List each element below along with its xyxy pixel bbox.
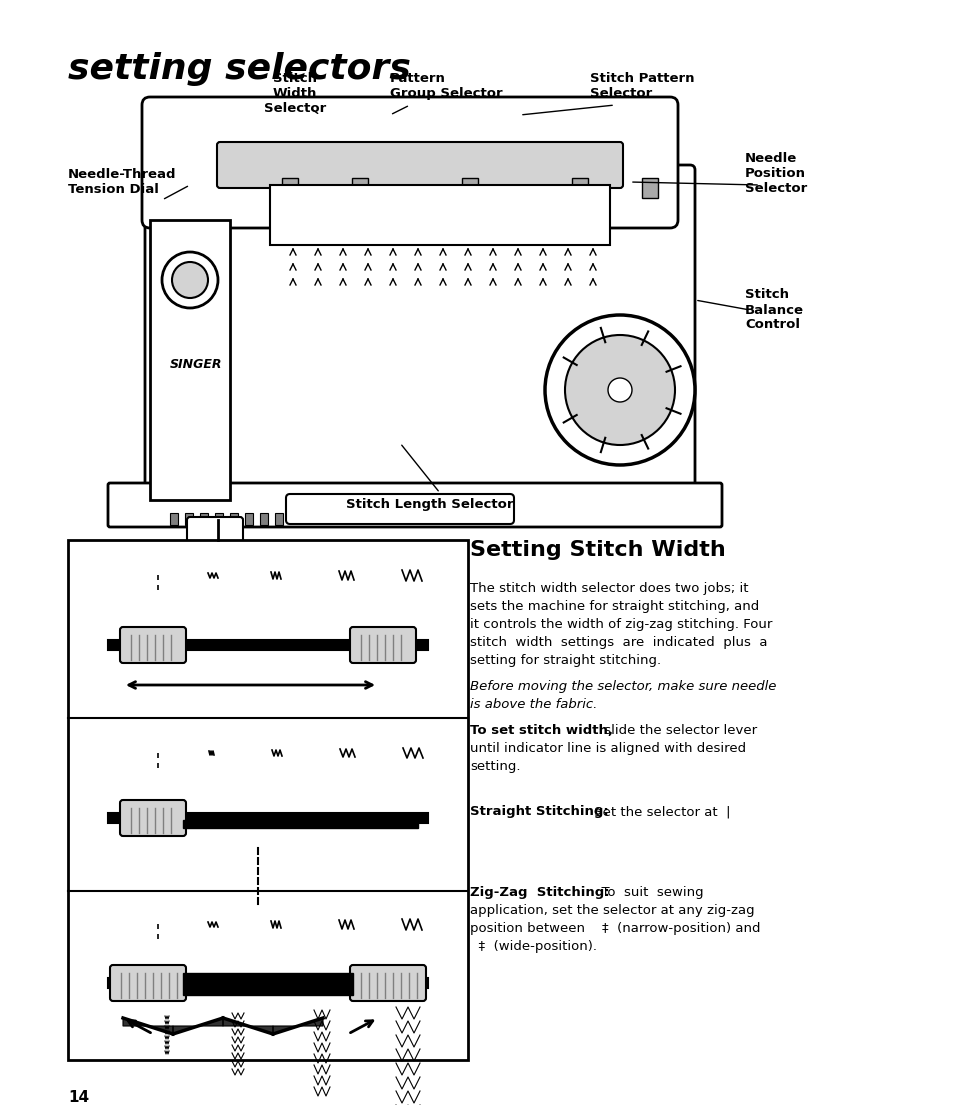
Text: Setting Stitch Width: Setting Stitch Width	[470, 540, 725, 560]
Text: Zig-Zag  Stitching:: Zig-Zag Stitching:	[470, 886, 609, 899]
Bar	[108, 978, 428, 988]
Text: To set stitch width,: To set stitch width,	[470, 724, 613, 737]
Bar	[68, 540, 468, 1060]
Text: application, set the selector at any zig-zag: application, set the selector at any zig…	[470, 904, 754, 917]
FancyBboxPatch shape	[350, 627, 416, 663]
Circle shape	[172, 262, 208, 298]
Circle shape	[162, 252, 218, 308]
Circle shape	[564, 335, 675, 445]
Text: 14: 14	[68, 1090, 89, 1105]
Text: stitch  width  settings  are  indicated  plus  a: stitch width settings are indicated plus…	[470, 636, 767, 649]
Bar	[200, 513, 208, 525]
Text: SINGER: SINGER	[170, 358, 222, 371]
FancyBboxPatch shape	[120, 800, 186, 836]
Bar	[245, 513, 253, 525]
Text: sets the machine for straight stitching, and: sets the machine for straight stitching,…	[470, 600, 759, 613]
Text: it controls the width of zig-zag stitching. Four: it controls the width of zig-zag stitchi…	[470, 618, 772, 631]
Bar	[352, 178, 368, 198]
Polygon shape	[223, 1018, 273, 1034]
Text: is above the fabric.: is above the fabric.	[470, 698, 597, 711]
Text: Needle-Thread
Tension Dial: Needle-Thread Tension Dial	[68, 168, 176, 196]
Bar	[461, 178, 477, 198]
Text: until indicator line is aligned with desired: until indicator line is aligned with des…	[470, 741, 745, 755]
Text: ‡  (wide-position).: ‡ (wide-position).	[470, 940, 597, 953]
FancyBboxPatch shape	[110, 965, 186, 1001]
Text: To  suit  sewing: To suit sewing	[593, 886, 703, 899]
Circle shape	[544, 315, 695, 465]
Bar	[108, 813, 428, 823]
Bar	[183, 974, 353, 994]
Bar	[150, 220, 230, 499]
Text: Stitch Pattern
Selector: Stitch Pattern Selector	[589, 72, 694, 99]
Bar	[230, 513, 237, 525]
Text: slide the selector lever: slide the selector lever	[599, 724, 757, 737]
FancyBboxPatch shape	[120, 627, 186, 663]
Bar	[274, 513, 283, 525]
FancyBboxPatch shape	[216, 143, 622, 188]
Text: Stitch Length Selector: Stitch Length Selector	[346, 498, 514, 511]
Bar	[641, 178, 658, 198]
Text: Straight Stitching:: Straight Stitching:	[470, 806, 608, 818]
Text: setting selectors: setting selectors	[68, 52, 411, 86]
FancyBboxPatch shape	[145, 165, 695, 505]
FancyBboxPatch shape	[187, 517, 243, 552]
Bar	[572, 178, 587, 198]
Text: Needle
Position
Selector: Needle Position Selector	[744, 152, 806, 194]
Text: setting for straight stitching.: setting for straight stitching.	[470, 654, 660, 667]
Bar	[183, 820, 417, 828]
Bar	[282, 178, 297, 198]
Bar	[214, 513, 223, 525]
Polygon shape	[123, 1018, 172, 1034]
Text: The stitch width selector does two jobs; it: The stitch width selector does two jobs;…	[470, 582, 748, 594]
Text: Stitch
Width
Selector: Stitch Width Selector	[264, 72, 326, 115]
FancyBboxPatch shape	[108, 483, 721, 527]
Text: setting.: setting.	[470, 760, 520, 773]
Bar	[260, 513, 268, 525]
Text: position between    ‡  (narrow-position) and: position between ‡ (narrow-position) and	[470, 922, 760, 935]
Bar	[185, 513, 193, 525]
Bar	[108, 640, 428, 650]
FancyBboxPatch shape	[286, 494, 514, 524]
Polygon shape	[273, 1018, 323, 1034]
Bar	[170, 513, 178, 525]
Text: Set the selector at  |: Set the selector at |	[589, 806, 730, 818]
Circle shape	[607, 378, 631, 402]
Text: Stitch
Balance
Control: Stitch Balance Control	[744, 288, 803, 332]
FancyBboxPatch shape	[142, 97, 678, 228]
Text: Pattern
Group Selector: Pattern Group Selector	[390, 72, 502, 99]
Polygon shape	[172, 1018, 223, 1034]
Text: Before moving the selector, make sure needle: Before moving the selector, make sure ne…	[470, 680, 776, 693]
Bar	[270, 185, 609, 245]
FancyBboxPatch shape	[350, 965, 426, 1001]
